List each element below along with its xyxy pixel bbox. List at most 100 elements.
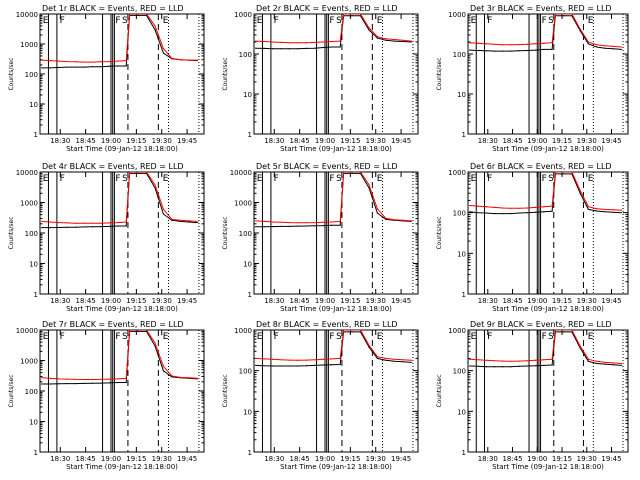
events-point [49, 383, 51, 385]
lld-point [57, 378, 60, 380]
lld-point [596, 208, 598, 210]
lld-point [518, 207, 520, 209]
events-point [117, 381, 119, 384]
lld-point [288, 42, 291, 44]
lld-point [343, 14, 345, 15]
lld-point [331, 221, 333, 223]
lld-point [339, 357, 341, 360]
events-point [477, 212, 479, 214]
lld-point [188, 59, 190, 61]
x-tick-label: 19:00 [527, 297, 547, 305]
lld-point [145, 330, 148, 331]
y-tick-label: 1000 [234, 200, 252, 208]
y-tick-label: 1000 [234, 327, 252, 335]
events-point [297, 225, 299, 227]
interval-marker: E [377, 174, 383, 184]
interval-marker: F [487, 16, 492, 26]
interval-marker: S [336, 174, 342, 184]
events-point [518, 365, 520, 367]
x-tick-label: 19:45 [177, 137, 197, 145]
y-tick-label: 1 [248, 291, 252, 299]
events-point [49, 67, 51, 69]
x-tick-label: 19:30 [366, 297, 386, 305]
events-point [485, 50, 487, 52]
events-point [66, 382, 68, 385]
lld-point [297, 222, 299, 224]
interval-marker: E [257, 332, 263, 342]
lld-point [288, 221, 291, 224]
lld-point [393, 38, 395, 41]
lld-point [74, 222, 77, 224]
interval-marker: F [542, 174, 547, 184]
x-tick-label: 19:00 [101, 297, 121, 305]
plot-frame [253, 171, 419, 295]
lld-point [271, 358, 274, 360]
lld-point [368, 27, 370, 29]
lld-point [331, 358, 333, 360]
events-point [263, 365, 265, 367]
lld-point [485, 359, 487, 361]
x-tick-label: 18:30 [264, 137, 284, 145]
events-point [477, 49, 479, 52]
events-point [402, 40, 404, 43]
y-tick-label: 1 [34, 131, 38, 139]
lld-point [543, 359, 545, 361]
events-point [125, 381, 127, 384]
x-tick-label: 18:45 [290, 455, 310, 463]
lld-point [108, 222, 110, 224]
events-point [535, 211, 537, 213]
lld-point [322, 41, 324, 43]
events-point [137, 172, 139, 174]
x-axis-label: Start Time (09-Jan-12 18:18:00) [492, 463, 604, 471]
detector-panel: Det 5r BLACK = Events, RED = LLD 1 10 100 10… [222, 162, 419, 313]
lld-point [154, 25, 156, 27]
lld-point [288, 359, 291, 361]
lld-point [297, 359, 299, 361]
y-tick-label: 100 [239, 230, 252, 238]
events-point [620, 212, 623, 214]
lld-point [66, 222, 68, 224]
x-tick-label: 18:45 [502, 297, 522, 305]
events-point [297, 365, 299, 367]
lld-point [554, 172, 557, 173]
x-tick-label: 19:45 [391, 137, 411, 145]
lld-point [351, 172, 353, 173]
lld-point [314, 221, 316, 224]
interval-marker: F [329, 16, 334, 26]
panel-title: Det 3r BLACK = Events, RED = LLD [470, 4, 612, 13]
interval-marker: F [542, 332, 547, 342]
x-tick-label: 18:45 [76, 137, 96, 145]
x-tick-label: 19:00 [527, 137, 547, 145]
events-point [604, 363, 606, 365]
y-axis-label: Counts/sec [222, 57, 229, 90]
events-point [171, 219, 173, 221]
lld-point [385, 217, 387, 220]
lld-point [596, 44, 598, 46]
plot-frame [253, 329, 419, 453]
lld-point [322, 358, 324, 360]
lld-point [188, 377, 190, 379]
plot-frame [39, 171, 205, 295]
events-point [305, 225, 308, 227]
events-point [612, 364, 614, 366]
interval-marker: S [122, 16, 128, 26]
x-tick-label: 19:30 [152, 455, 172, 463]
events-point [271, 226, 274, 228]
events-point [339, 46, 341, 48]
y-tick-label: 1 [248, 131, 252, 139]
lld-point [526, 207, 528, 209]
interval-marker: F [115, 16, 120, 26]
events-point [502, 212, 504, 215]
lld-point [368, 344, 370, 346]
lld-point [518, 360, 520, 362]
events-point [485, 366, 487, 368]
lld-point [57, 221, 60, 224]
lld-point [620, 46, 623, 48]
lld-point [280, 41, 282, 43]
events-series-line [41, 172, 198, 229]
y-tick-label: 1000 [20, 41, 38, 49]
x-tick-label: 19:15 [552, 297, 572, 305]
interval-marker: E [377, 332, 383, 342]
y-tick-label: 10000 [230, 169, 252, 177]
